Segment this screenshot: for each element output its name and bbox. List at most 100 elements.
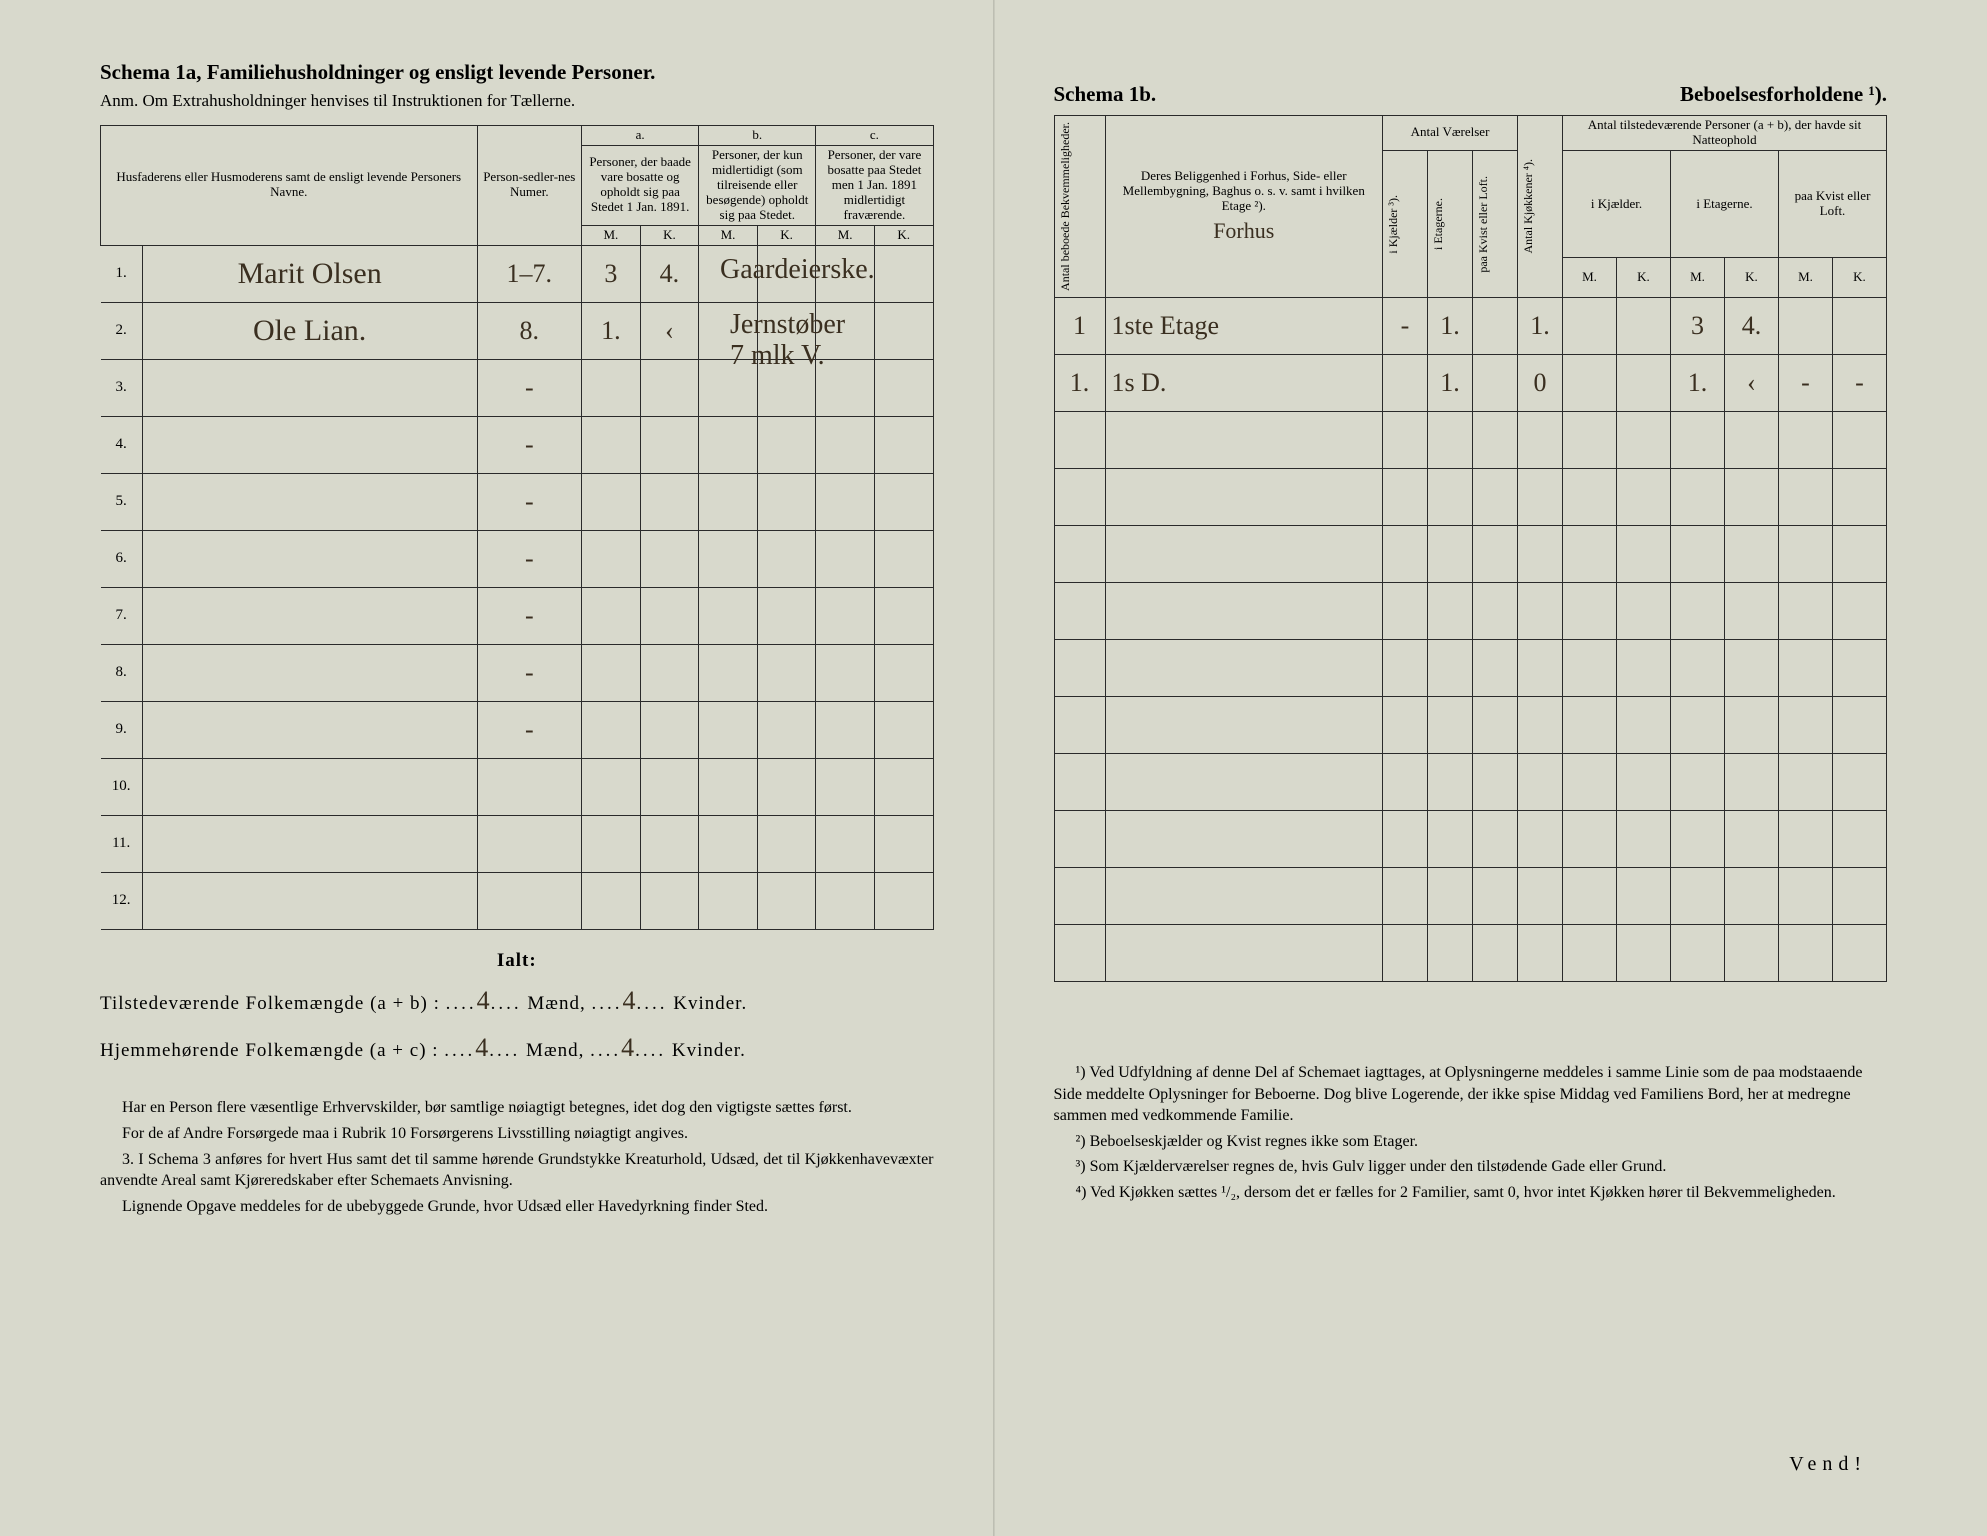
ab-cell: 1. bbox=[1054, 354, 1105, 411]
hdr-a-m: M. bbox=[582, 225, 641, 245]
net-k bbox=[1725, 468, 1779, 525]
name-cell bbox=[142, 701, 477, 758]
ab-cell: 1 bbox=[1054, 297, 1105, 354]
belig-cell bbox=[1105, 753, 1383, 810]
table-row: 6.- bbox=[101, 530, 934, 587]
b-m bbox=[699, 416, 758, 473]
net-m bbox=[1671, 468, 1725, 525]
numer-cell bbox=[477, 872, 582, 929]
name-cell: Ole Lian. bbox=[142, 302, 477, 359]
c-m bbox=[816, 872, 875, 929]
b-k bbox=[757, 872, 816, 929]
belig-cell: 1s D. bbox=[1105, 354, 1383, 411]
net-k bbox=[1725, 753, 1779, 810]
handwritten-annot-2: Jernstøber 7 mlk V. bbox=[730, 310, 845, 372]
table-row bbox=[1054, 411, 1887, 468]
nkv-k bbox=[1833, 753, 1887, 810]
para-2: For de af Andre Forsørgede maa i Rubrik … bbox=[100, 1123, 934, 1145]
a-k bbox=[640, 473, 699, 530]
schema-1a-title: Schema 1a, Familiehusholdninger og ensli… bbox=[100, 60, 934, 85]
net-k bbox=[1725, 639, 1779, 696]
kk-cell bbox=[1518, 924, 1563, 981]
hdr-b-top: b. bbox=[699, 126, 816, 146]
schema-1b-label: Schema 1b. bbox=[1054, 82, 1157, 107]
nkj-k bbox=[1617, 297, 1671, 354]
a-m bbox=[582, 644, 641, 701]
hdr-ne-m: M. bbox=[1671, 258, 1725, 298]
row-number: 5. bbox=[101, 473, 143, 530]
et-cell bbox=[1428, 468, 1473, 525]
nkv-k bbox=[1833, 810, 1887, 867]
kv-cell bbox=[1473, 468, 1518, 525]
census-form-page: Schema 1a, Familiehusholdninger og ensli… bbox=[0, 0, 1987, 1536]
table-row: 8.- bbox=[101, 644, 934, 701]
nkj-m bbox=[1563, 468, 1617, 525]
name-cell bbox=[142, 587, 477, 644]
et-cell bbox=[1428, 411, 1473, 468]
kv-cell bbox=[1473, 867, 1518, 924]
a-m bbox=[582, 416, 641, 473]
b-m bbox=[699, 758, 758, 815]
name-cell bbox=[142, 758, 477, 815]
net-m: 3 bbox=[1671, 297, 1725, 354]
row-number: 1. bbox=[101, 245, 143, 302]
numer-cell: - bbox=[477, 644, 582, 701]
c-k bbox=[874, 302, 933, 359]
hdr-ne-k: K. bbox=[1725, 258, 1779, 298]
b-k bbox=[757, 815, 816, 872]
left-body-text: Har en Person flere væsentlige Erhvervsk… bbox=[100, 1097, 934, 1217]
b-m bbox=[699, 701, 758, 758]
c-k bbox=[874, 416, 933, 473]
nkv-k bbox=[1833, 639, 1887, 696]
table-row: 1.1s D.1.01.‹-- bbox=[1054, 354, 1887, 411]
nkv-m bbox=[1779, 411, 1833, 468]
c-m bbox=[816, 644, 875, 701]
handwritten-annot-1: Gaardeierske. bbox=[720, 255, 875, 286]
table-row: 11. bbox=[101, 815, 934, 872]
table-row: 10. bbox=[101, 758, 934, 815]
belig-cell bbox=[1105, 468, 1383, 525]
kk-cell bbox=[1518, 867, 1563, 924]
et-cell bbox=[1428, 753, 1473, 810]
hdr-b: Personer, der kun midlertidigt (som tilr… bbox=[699, 145, 816, 225]
c-m bbox=[816, 758, 875, 815]
footnote-4: ⁴) Ved Kjøkken sættes ¹/₂, dersom det er… bbox=[1054, 1182, 1888, 1204]
b-k bbox=[757, 530, 816, 587]
a-m bbox=[582, 758, 641, 815]
net-k bbox=[1725, 810, 1779, 867]
nkv-k bbox=[1833, 582, 1887, 639]
hdr-c-m: M. bbox=[816, 225, 875, 245]
nkv-k bbox=[1833, 411, 1887, 468]
a-m bbox=[582, 473, 641, 530]
b-m bbox=[699, 530, 758, 587]
kj-cell bbox=[1383, 525, 1428, 582]
forhus-hand: Forhus bbox=[1109, 218, 1380, 243]
kk-cell bbox=[1518, 810, 1563, 867]
nkv-k bbox=[1833, 924, 1887, 981]
footnote-1: ¹) Ved Udfyldning af denne Del af Schema… bbox=[1054, 1062, 1888, 1127]
et-cell bbox=[1428, 582, 1473, 639]
para-1: Har en Person flere væsentlige Erhvervsk… bbox=[100, 1097, 934, 1119]
nkv-m bbox=[1779, 753, 1833, 810]
belig-cell bbox=[1105, 810, 1383, 867]
kj-cell bbox=[1383, 639, 1428, 696]
net-m bbox=[1671, 525, 1725, 582]
table-row: 4.- bbox=[101, 416, 934, 473]
hdr-b-m: M. bbox=[699, 225, 758, 245]
nkv-k bbox=[1833, 867, 1887, 924]
row-number: 11. bbox=[101, 815, 143, 872]
kk-cell: 1. bbox=[1518, 297, 1563, 354]
et-cell: 1. bbox=[1428, 354, 1473, 411]
a-m: 1. bbox=[582, 302, 641, 359]
nkj-m bbox=[1563, 867, 1617, 924]
kv-cell bbox=[1473, 696, 1518, 753]
row-number: 3. bbox=[101, 359, 143, 416]
a-k bbox=[640, 416, 699, 473]
nkj-k bbox=[1617, 696, 1671, 753]
numer-cell: - bbox=[477, 359, 582, 416]
table-row bbox=[1054, 753, 1887, 810]
nkv-m bbox=[1779, 867, 1833, 924]
kj-cell bbox=[1383, 354, 1428, 411]
kv-cell bbox=[1473, 411, 1518, 468]
c-k bbox=[874, 359, 933, 416]
